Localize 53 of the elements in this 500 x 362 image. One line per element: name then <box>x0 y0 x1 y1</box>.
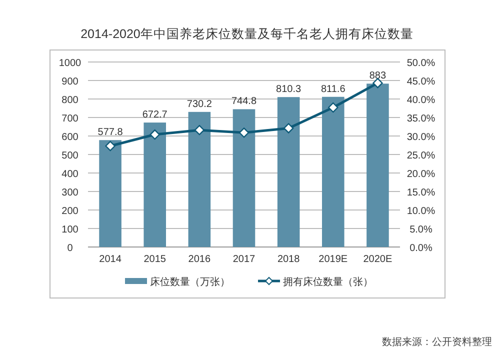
y2-tick-label: 45.0% <box>406 76 436 88</box>
source-note: 数据来源：公开资料整理 <box>382 336 492 348</box>
y-tick-label: 0 <box>67 243 74 254</box>
y2-tick-label: 0.0% <box>410 243 433 254</box>
y-tick-label: 500 <box>62 150 79 162</box>
point <box>105 140 116 152</box>
bar <box>188 112 211 247</box>
y2-tick-label: 50.0% <box>406 58 436 69</box>
y2-tick-label: 35.0% <box>406 114 436 124</box>
y-tick-label: 700 <box>62 114 79 124</box>
data-label: 730.2 <box>186 98 212 110</box>
bar <box>366 84 389 247</box>
y2-tick-label: 5.0% <box>410 224 433 236</box>
chart-title: 2014-2020年中国养老床位数量及每千名老人拥有床位数量 <box>80 26 414 41</box>
point <box>150 129 160 140</box>
data-label: 883 <box>369 70 386 82</box>
y-tick-label: 400 <box>62 169 79 180</box>
y2-tick-label: 25.0% <box>406 150 436 162</box>
x-tick-label: 2016 <box>188 254 211 265</box>
y-tick-label: 200 <box>62 206 79 217</box>
y-tick-label: 900 <box>62 76 79 88</box>
x-tick-label: 2015 <box>144 254 166 265</box>
data-label: 810.3 <box>276 84 302 96</box>
y-tick-label: 1000 <box>58 58 82 69</box>
y2-tick-label: 30.0% <box>406 132 436 143</box>
data-label: 744.8 <box>231 96 257 108</box>
data-label: 577.8 <box>98 127 124 138</box>
legend-label: 拥有床位数量（张） <box>283 276 373 288</box>
y2-tick-label: 10.0% <box>406 206 436 217</box>
x-tick-label: 2019E <box>318 254 348 265</box>
bar <box>99 140 122 247</box>
y2-tick-label: 40.0% <box>406 95 436 106</box>
x-tick-label: 2017 <box>232 254 256 265</box>
data-label: 811.6 <box>320 84 346 95</box>
x-tick-label: 2014 <box>99 254 122 265</box>
bar <box>144 122 166 247</box>
y2-tick-label: 15.0% <box>406 188 436 198</box>
bar <box>277 97 300 247</box>
point <box>328 102 338 113</box>
y-tick-label: 800 <box>62 95 79 106</box>
data-label: 672.7 <box>142 110 168 121</box>
y2-tick-label: 20.0% <box>406 169 436 180</box>
bar <box>322 96 344 247</box>
y-tick-label: 100 <box>62 224 79 236</box>
x-tick-label: 2018 <box>277 254 300 265</box>
bar <box>232 109 256 247</box>
y-tick-label: 300 <box>62 188 79 198</box>
point <box>194 124 205 136</box>
x-tick-label: 2020E <box>363 254 392 265</box>
y-tick-label: 600 <box>62 132 79 143</box>
legend-label: 床位数量（万张） <box>150 276 230 288</box>
point <box>283 123 294 134</box>
point <box>238 128 250 138</box>
